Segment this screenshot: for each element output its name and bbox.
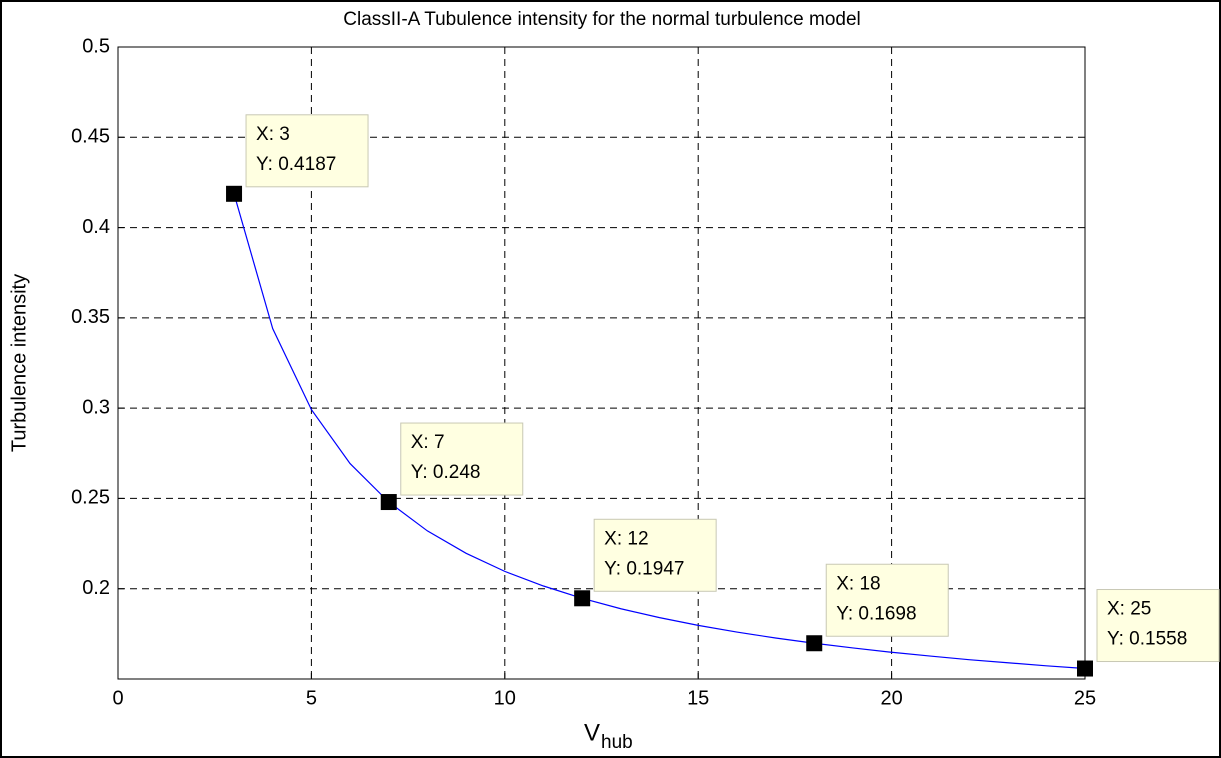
y-tick-label: 0.35 <box>71 306 110 328</box>
x-tick-label: 5 <box>306 687 317 709</box>
datatip: X: 3 Y: 0.4187 <box>226 114 369 202</box>
datatip-text: X: 3 <box>256 124 290 145</box>
datatip-text: Y: 0.4187 <box>256 154 336 175</box>
x-tick-label: 10 <box>494 687 516 709</box>
y-tick-label: 0.4 <box>82 216 110 238</box>
datatip-marker <box>226 185 243 202</box>
data-line <box>233 193 1086 670</box>
datatip-text: Y: 0.1698 <box>836 603 916 624</box>
x-axis-label: V <box>584 719 600 746</box>
y-tick-label: 0.3 <box>82 396 110 418</box>
datatip: X: 7 Y: 0.248 <box>380 422 524 511</box>
datatip-marker <box>806 635 823 652</box>
axes-box <box>117 46 1086 680</box>
datatip-text: X: 25 <box>1107 599 1151 620</box>
datatip-box <box>400 422 524 496</box>
datatip-box <box>1096 589 1220 663</box>
y-tick-label: 0.45 <box>71 126 110 148</box>
y-tick-label: 0.2 <box>82 577 110 599</box>
datatip-marker <box>574 590 591 607</box>
datatip: X: 25 Y: 0.1558 <box>1077 589 1220 677</box>
datatip: X: 18 Y: 0.1698 <box>806 563 949 652</box>
x-tick-label: 25 <box>1074 687 1096 709</box>
x-tick-label: 0 <box>112 687 123 709</box>
datatip-box <box>593 518 717 592</box>
datatip-box <box>825 563 949 637</box>
datatip-text: X: 7 <box>411 432 445 453</box>
datatip-text: Y: 0.248 <box>411 462 481 483</box>
datatip-marker <box>380 494 397 511</box>
y-axis-label: Turbulence intensity <box>8 274 30 452</box>
datatip-box <box>245 114 369 188</box>
datatip-text: X: 18 <box>836 573 880 594</box>
datatip-marker <box>1077 660 1093 677</box>
x-axis-label-subscript: hub <box>601 732 633 753</box>
datatip-text: Y: 0.1947 <box>604 558 684 579</box>
datatip-text: Y: 0.1558 <box>1107 629 1187 650</box>
datatip: X: 12 Y: 0.1947 <box>574 518 717 607</box>
datatip-text: X: 12 <box>604 528 648 549</box>
y-tick-label: 0.25 <box>71 487 110 509</box>
x-tick-label: 20 <box>880 687 902 709</box>
x-tick-label: 15 <box>687 687 709 709</box>
y-tick-label: 0.5 <box>82 35 110 57</box>
chart-title: ClassII-A Tubulence intensity for the no… <box>343 9 861 30</box>
